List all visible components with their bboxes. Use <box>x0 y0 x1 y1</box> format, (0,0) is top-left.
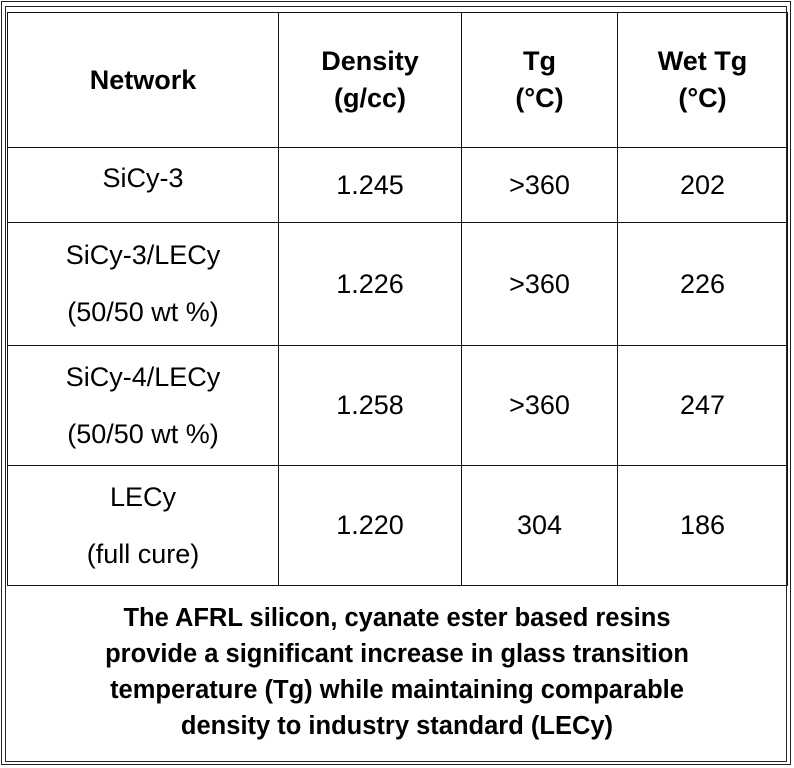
cell-wet-tg: 226 <box>617 222 788 346</box>
cell-density: 1.226 <box>278 222 462 346</box>
cell-tg: >360 <box>461 345 618 466</box>
cell-network: LECy (full cure) <box>7 465 279 586</box>
table-caption: The AFRL silicon, cyanate ester based re… <box>105 604 689 740</box>
table-row: SiCy-3/LECy (50/50 wt %) 1.226 >360 226 <box>7 222 788 346</box>
cell-density: 1.245 <box>278 147 462 223</box>
table-row: SiCy-4/LECy (50/50 wt %) 1.258 >360 247 <box>7 345 788 466</box>
cell-tg: >360 <box>461 147 618 223</box>
table-row: SiCy-3 1.245 >360 202 <box>7 147 788 223</box>
header-row: Network Density (g/cc) Tg (°C) Wet Tg (°C) <box>7 12 788 148</box>
cell-network: SiCy-4/LECy (50/50 wt %) <box>7 345 279 466</box>
cell-wet-tg: 247 <box>617 345 788 466</box>
header-density: Density (g/cc) <box>278 12 462 148</box>
cell-wet-tg: 202 <box>617 147 788 223</box>
header-tg: Tg (°C) <box>461 12 618 148</box>
header-network: Network <box>7 12 279 148</box>
cell-network: SiCy-3/LECy (50/50 wt %) <box>7 222 279 346</box>
table-row: LECy (full cure) 1.220 304 186 <box>7 465 788 586</box>
cell-density: 1.258 <box>278 345 462 466</box>
cell-network: SiCy-3 <box>7 147 279 223</box>
cell-tg: 304 <box>461 465 618 586</box>
cell-wet-tg: 186 <box>617 465 788 586</box>
cell-density: 1.220 <box>278 465 462 586</box>
header-wet-tg: Wet Tg (°C) <box>617 12 788 148</box>
cell-tg: >360 <box>461 222 618 346</box>
properties-table: Network Density (g/cc) Tg (°C) Wet Tg (°C) … <box>7 12 788 586</box>
